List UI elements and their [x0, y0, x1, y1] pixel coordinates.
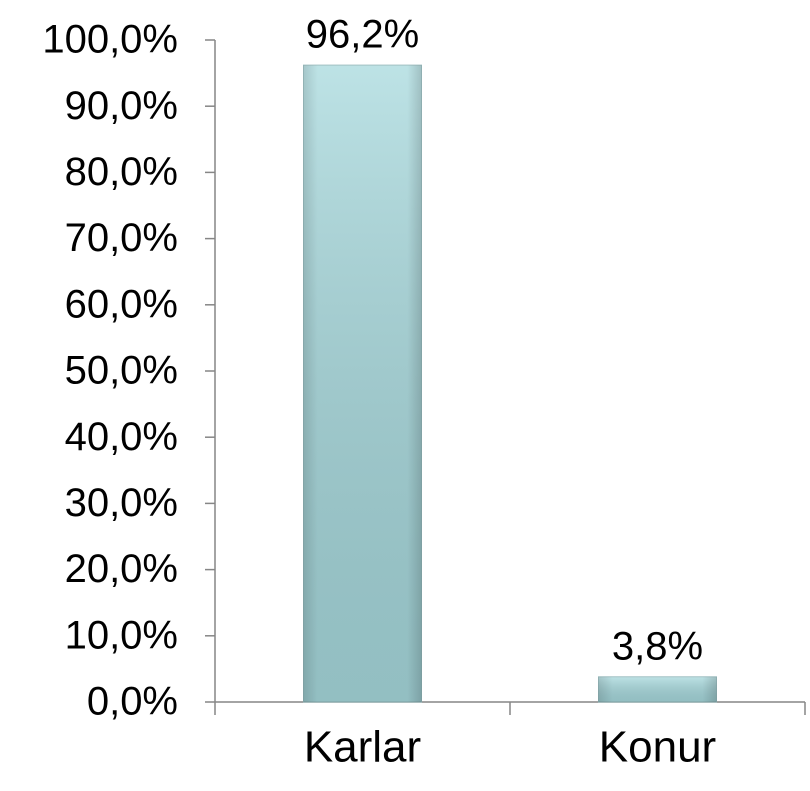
value-label: 3,8% [612, 624, 703, 668]
x-tick-label: Konur [599, 723, 716, 772]
y-tick-label: 90,0% [65, 84, 178, 128]
y-tick-label: 20,0% [65, 547, 178, 591]
y-tick-label: 30,0% [65, 481, 178, 525]
bar-edge [303, 65, 422, 702]
y-tick-label: 40,0% [65, 415, 178, 459]
y-tick-label: 0,0% [87, 680, 178, 724]
y-tick-label: 50,0% [65, 349, 178, 393]
x-tick-label: Karlar [304, 723, 421, 772]
y-tick-label: 80,0% [65, 150, 178, 194]
y-tick-label: 60,0% [65, 282, 178, 326]
y-tick-label: 100,0% [42, 18, 178, 62]
value-label: 96,2% [306, 13, 419, 57]
bar-edge [598, 676, 717, 702]
y-tick-label: 70,0% [65, 216, 178, 260]
y-tick-label: 10,0% [65, 613, 178, 657]
